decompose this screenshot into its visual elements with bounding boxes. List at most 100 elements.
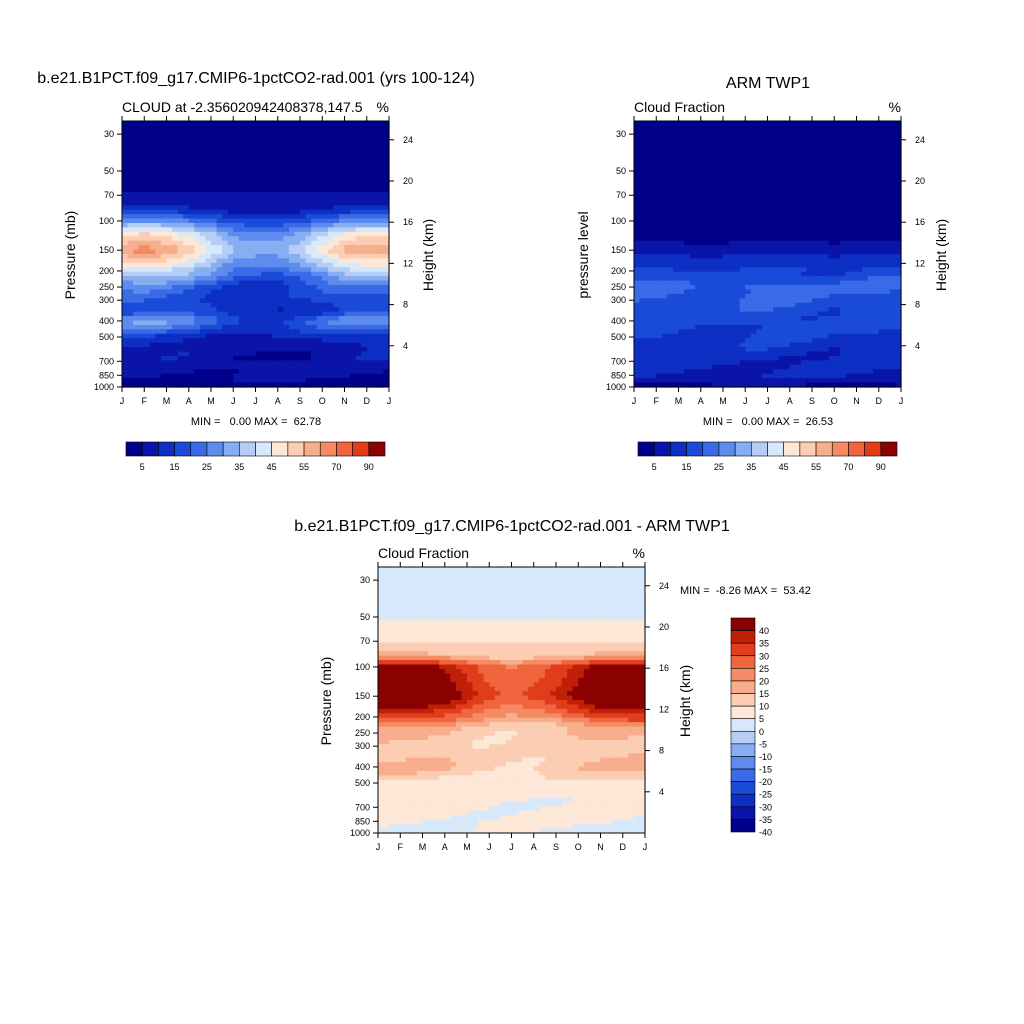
obs-cell [672, 121, 680, 127]
obs-cell [867, 276, 874, 282]
obs-cell [812, 254, 819, 260]
obs-cell [778, 121, 785, 127]
model-cell [233, 378, 240, 384]
model-cell [233, 254, 240, 260]
obs-cell [661, 276, 668, 282]
obs-cell [706, 236, 713, 242]
model-cell [211, 351, 218, 357]
model-cell [261, 254, 268, 260]
model-cell [316, 143, 323, 149]
obs-cell [672, 222, 680, 228]
model-cell [327, 338, 334, 344]
obs-cell [806, 240, 813, 246]
model-cell [238, 240, 245, 246]
obs-cell [739, 254, 746, 260]
obs-cell [761, 298, 769, 304]
model-cell [311, 293, 318, 299]
model-cell [272, 138, 279, 144]
model-cell [138, 205, 145, 211]
model-cell [355, 298, 362, 304]
obs-cell [684, 293, 691, 299]
model-cell [283, 231, 290, 237]
model-cell [300, 342, 307, 348]
model-cell [183, 160, 190, 166]
obs-cell [800, 258, 808, 264]
obs-cell [700, 276, 707, 282]
model-cell [372, 218, 379, 224]
model-cell [216, 293, 223, 299]
model-cell [194, 280, 201, 286]
model-cell [183, 169, 190, 175]
obs-cell [884, 147, 891, 153]
model-cell [172, 214, 179, 220]
model-cell [372, 169, 379, 175]
model-cell [122, 138, 129, 144]
model-cell [283, 240, 290, 246]
obs-cell [773, 222, 780, 228]
model-cell [199, 196, 207, 202]
model-cell [133, 240, 140, 246]
obs-cell [689, 156, 696, 162]
model-cell [283, 254, 290, 260]
model-cell [249, 347, 257, 353]
model-cell [211, 205, 218, 211]
obs-cell [672, 156, 680, 162]
obs-cell [773, 138, 780, 144]
model-cell [244, 329, 251, 335]
obs-cell [700, 298, 707, 304]
obs-cell [745, 240, 752, 246]
obs-cell [761, 156, 769, 162]
model-cell [288, 240, 296, 246]
obs-cell [695, 258, 702, 264]
model-cell [244, 129, 251, 135]
model-cell [305, 143, 312, 149]
model-cell [172, 355, 179, 361]
model-cell [300, 254, 307, 260]
obs-cell [689, 218, 696, 224]
model-cell [377, 280, 385, 286]
model-cell [255, 338, 262, 344]
model-cell [194, 338, 201, 344]
obs-cell [778, 138, 785, 144]
obs-cell [684, 285, 691, 291]
model-cell [222, 364, 229, 370]
obs-cell [728, 218, 735, 224]
model-cell [183, 205, 190, 211]
model-cell [233, 267, 240, 273]
obs-cell [661, 138, 668, 144]
model-cell [361, 121, 368, 127]
model-cell [160, 276, 168, 282]
model-cell [272, 360, 279, 366]
obs-cell [828, 280, 835, 286]
obs-cell [650, 200, 657, 206]
model-cell [377, 205, 385, 211]
model-cell [172, 152, 179, 158]
obs-cell [800, 200, 808, 206]
model-cell [266, 271, 273, 277]
obs-cell [717, 138, 724, 144]
model-cell [205, 329, 212, 335]
obs-cell [773, 236, 780, 242]
model-cell [199, 347, 207, 353]
model-cell [361, 333, 368, 339]
obs-cell [795, 285, 802, 291]
obs-cell [750, 218, 757, 224]
obs-cell [661, 236, 668, 242]
obs-cell [639, 156, 646, 162]
model-cell [149, 320, 156, 326]
obs-cell [695, 169, 702, 175]
obs-cell [828, 160, 835, 166]
obs-cell [750, 178, 757, 184]
model-cell [149, 276, 156, 282]
obs-cell [678, 249, 685, 255]
model-cell [216, 138, 223, 144]
model-cell [199, 209, 207, 215]
obs-cell [706, 160, 713, 166]
model-cell [372, 125, 379, 131]
obs-cell [734, 218, 741, 224]
model-cell [177, 218, 184, 224]
model-cell [266, 293, 273, 299]
model-ytick-label: 400 [99, 316, 114, 326]
obs-cell [711, 214, 719, 220]
model-cell [166, 165, 173, 171]
